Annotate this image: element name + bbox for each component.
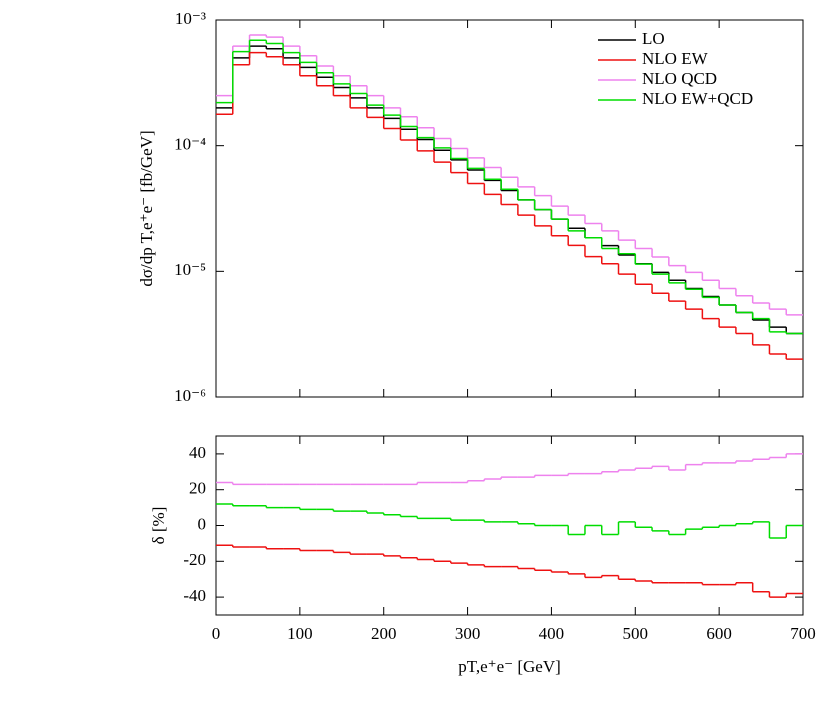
- x-tick-label: 500: [623, 624, 649, 643]
- top-frame: [215, 19, 804, 398]
- y-tick-label: 10⁻⁴: [174, 135, 206, 154]
- y-tick-label: 10⁻³: [175, 9, 206, 28]
- y-tick-label: -20: [183, 550, 206, 569]
- legend-label: LO: [642, 29, 665, 48]
- y-tick-label: 40: [189, 443, 206, 462]
- y-axis-label: δ [%]: [149, 507, 168, 545]
- legend-label: NLO EW+QCD: [642, 89, 753, 108]
- x-axis-label: pT,e⁺e⁻ [GeV]: [458, 657, 561, 676]
- y-axis-label: dσ/dp T,e⁺e⁻ [fb/GeV]: [137, 130, 156, 286]
- y-tick-label: 20: [189, 479, 206, 498]
- x-tick-label: 400: [539, 624, 565, 643]
- y-tick-label: 10⁻⁶: [174, 386, 206, 405]
- x-tick-label: 0: [212, 624, 221, 643]
- x-tick-label: 300: [455, 624, 481, 643]
- legend-label: NLO EW: [642, 49, 709, 68]
- legend-label: NLO QCD: [642, 69, 717, 88]
- x-tick-label: 600: [706, 624, 732, 643]
- x-tick-label: 200: [371, 624, 397, 643]
- y-tick-label: 0: [198, 514, 207, 533]
- x-tick-label: 100: [287, 624, 313, 643]
- x-tick-label: 700: [790, 624, 816, 643]
- y-tick-label: 10⁻⁵: [174, 260, 206, 279]
- y-tick-label: -40: [183, 586, 206, 605]
